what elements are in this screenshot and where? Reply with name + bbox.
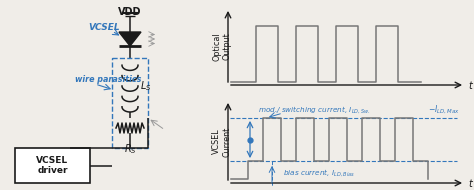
Text: $-I_{LD,Max}$: $-I_{LD,Max}$: [428, 104, 460, 116]
FancyBboxPatch shape: [15, 148, 90, 183]
Text: mod./ switching current, $I_{LD,Sw.}$: mod./ switching current, $I_{LD,Sw.}$: [258, 105, 371, 116]
Text: t: t: [468, 81, 472, 91]
Text: bias current, $I_{LD,Bias}$: bias current, $I_{LD,Bias}$: [283, 168, 355, 178]
Text: VCSEL
Current: VCSEL Current: [212, 126, 232, 157]
Text: t: t: [468, 179, 472, 189]
Text: Optical
Output: Optical Output: [212, 32, 232, 61]
Text: VCSEL: VCSEL: [88, 24, 119, 32]
Text: wire parasitics: wire parasitics: [75, 75, 141, 85]
Text: VDD: VDD: [118, 7, 142, 17]
Text: $L_S$: $L_S$: [140, 79, 152, 93]
Text: $R_S$: $R_S$: [124, 142, 137, 156]
Bar: [112, 58, 148, 148]
Text: VCSEL
driver: VCSEL driver: [36, 156, 69, 175]
Polygon shape: [119, 32, 141, 46]
